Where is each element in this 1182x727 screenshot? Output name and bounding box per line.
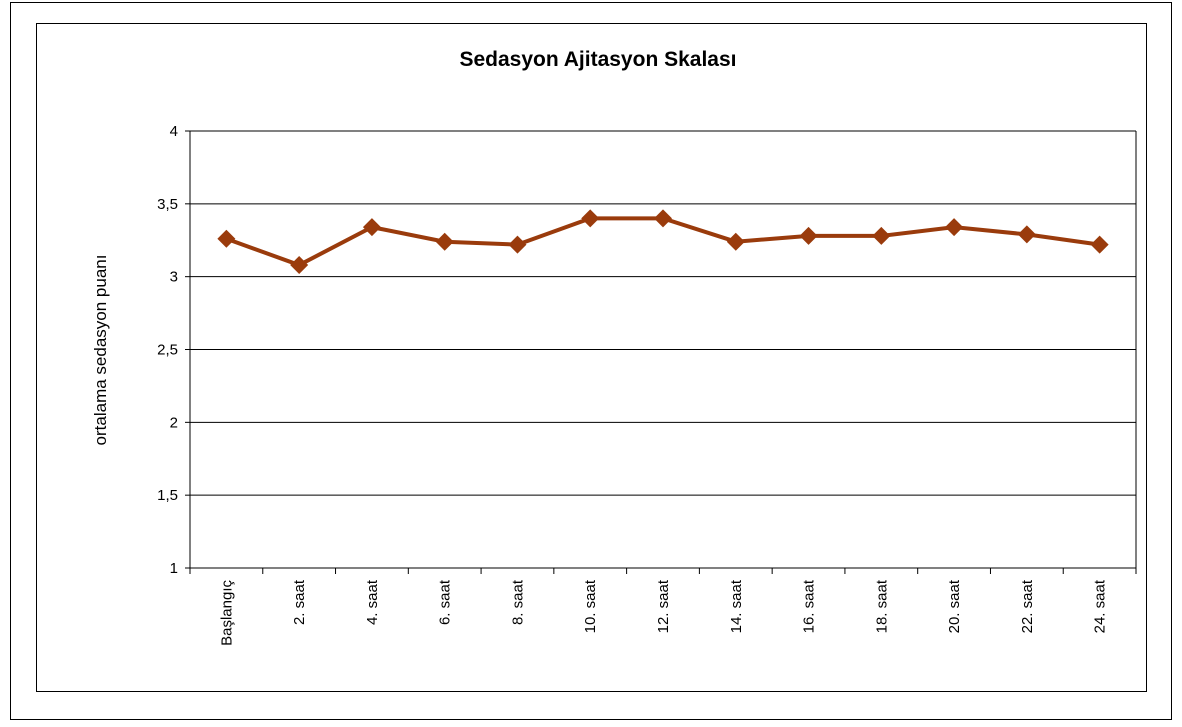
x-tick-label: 10. saat <box>582 579 599 633</box>
marker <box>945 218 964 237</box>
x-tick-label: 20. saat <box>946 579 963 633</box>
marker <box>872 226 891 245</box>
x-tick-label: 16. saat <box>801 579 818 633</box>
x-tick-label: 6. saat <box>437 579 454 625</box>
x-tick-label: 4. saat <box>364 579 381 625</box>
marker <box>581 209 600 228</box>
x-tick-label: 24. saat <box>1092 579 1109 633</box>
outer-frame <box>10 2 1172 720</box>
y-tick-label: 1 <box>170 560 178 577</box>
chart-title: Sedasyon Ajitasyon Skalası <box>459 48 736 71</box>
marker <box>1090 235 1109 254</box>
marker <box>362 218 381 237</box>
y-tick-label: 4 <box>170 123 178 140</box>
marker <box>435 232 454 251</box>
x-tick-label: 2. saat <box>291 579 308 625</box>
y-axis-label: ortalama sedasyon puanı <box>91 255 110 446</box>
marker <box>217 229 236 248</box>
marker <box>1017 225 1036 244</box>
x-tick-label: Başlangıç <box>218 580 235 646</box>
y-tick-label: 3,5 <box>157 196 178 213</box>
marker <box>799 226 818 245</box>
marker <box>290 256 309 275</box>
x-tick-label: 18. saat <box>873 579 890 633</box>
marker <box>654 209 672 228</box>
x-tick-label: 22. saat <box>1019 579 1036 633</box>
marker <box>726 232 745 251</box>
y-tick-label: 2 <box>170 414 178 431</box>
y-tick-label: 1,5 <box>157 487 178 504</box>
x-tick-label: 12. saat <box>655 579 672 633</box>
x-tick-label: 14. saat <box>728 579 745 633</box>
y-tick-label: 2,5 <box>157 342 178 359</box>
x-tick-label: 8. saat <box>509 579 526 625</box>
chart-frame <box>36 23 1147 692</box>
marker <box>508 235 527 254</box>
y-tick-label: 3 <box>170 269 178 286</box>
